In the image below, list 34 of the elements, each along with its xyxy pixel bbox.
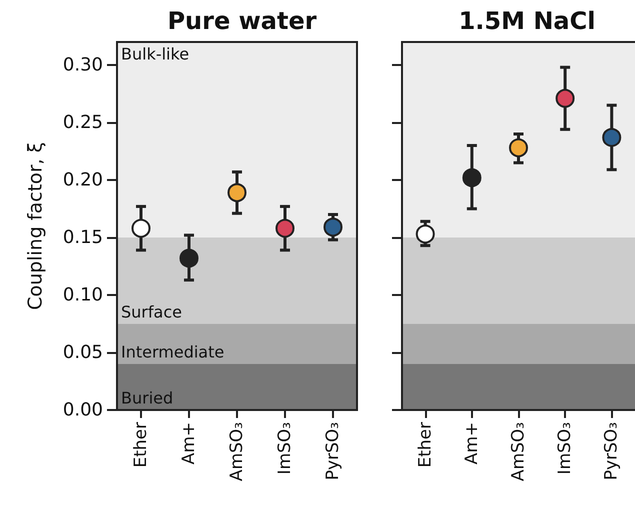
point bbox=[180, 248, 198, 268]
point bbox=[228, 183, 246, 202]
x-tick-label: ImSO₃ bbox=[555, 422, 576, 475]
chart-title: Pure water bbox=[167, 7, 317, 35]
chart-title: 1.5M NaCl bbox=[458, 7, 596, 35]
x-tick-label: AmSO₃ bbox=[508, 422, 528, 482]
x-tick-label: Am+ bbox=[462, 422, 482, 464]
point bbox=[324, 218, 342, 237]
x-tick-label: Ether bbox=[131, 422, 151, 468]
y-tick-label: 0.00 bbox=[62, 400, 103, 420]
y-tick-label: 0.10 bbox=[62, 284, 103, 306]
point bbox=[276, 218, 294, 238]
y-tick-label: 0.25 bbox=[62, 112, 103, 133]
band-label: Intermediate bbox=[121, 342, 224, 362]
x-tick-label: PyrSO₃ bbox=[602, 422, 622, 480]
y-tick-label: 0.05 bbox=[62, 342, 103, 363]
x-tick-label: Ether bbox=[415, 422, 436, 468]
point bbox=[602, 128, 622, 147]
point bbox=[556, 88, 575, 108]
point bbox=[509, 138, 528, 158]
x-tick-label: ImSO₃ bbox=[275, 422, 295, 475]
y-tick-label: 0.15 bbox=[62, 227, 103, 248]
x-tick-label: Am+ bbox=[179, 422, 199, 464]
y-tick-label: 0.30 bbox=[62, 54, 103, 76]
point bbox=[132, 218, 150, 238]
point bbox=[462, 168, 482, 188]
band-label: Buried bbox=[121, 388, 174, 408]
x-tick-label: PyrSO₃ bbox=[323, 422, 343, 480]
y-axis-title: Coupling factor, ξ bbox=[24, 142, 46, 310]
x-tick-label: AmSO₃ bbox=[227, 422, 247, 482]
y-tick-label: 0.20 bbox=[62, 170, 103, 190]
band-label: Surface bbox=[121, 302, 182, 322]
band-label: Bulk-like bbox=[121, 44, 190, 64]
point bbox=[416, 224, 435, 244]
